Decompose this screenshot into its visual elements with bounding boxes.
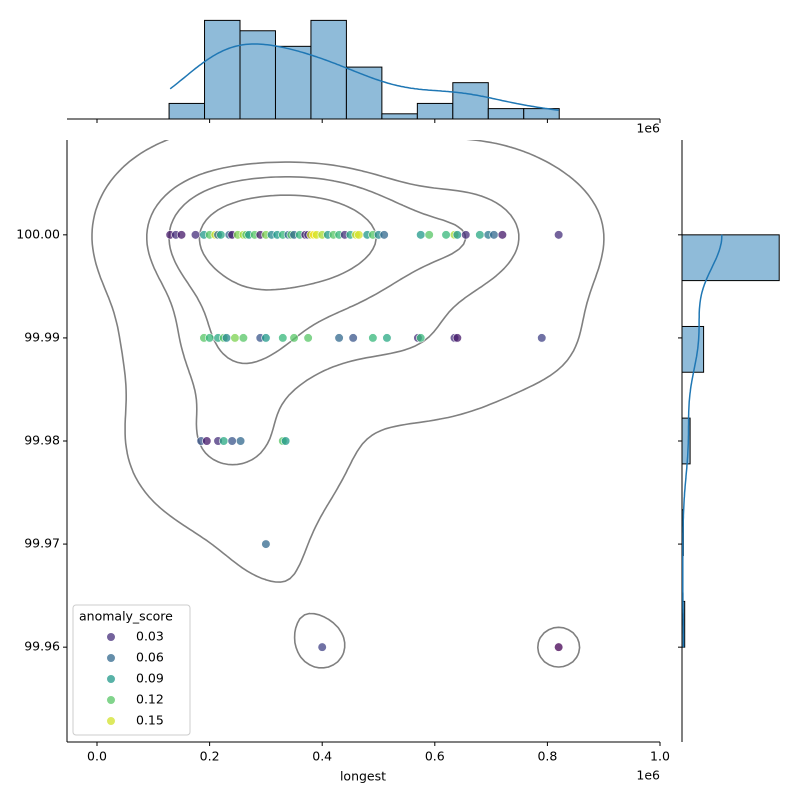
scatter-point: [216, 230, 226, 240]
scatter-point: [461, 230, 471, 240]
histogram-bar: [487, 108, 525, 120]
x-tick-label: 0.4: [312, 749, 332, 764]
scatter-point: [227, 436, 237, 446]
legend-label: 0.15: [136, 713, 164, 728]
scatter-point: [554, 642, 564, 652]
scatter-point: [452, 333, 462, 343]
scatter-point: [278, 333, 288, 343]
legend-label: 0.03: [136, 629, 164, 644]
legend-box: [72, 604, 191, 736]
x-tick-label: 0.8: [537, 749, 557, 764]
kde-contour: [91, 140, 605, 669]
histogram-bar: [274, 45, 312, 120]
scatter-point: [475, 230, 485, 240]
scatter-point: [354, 230, 364, 240]
y-tick-label: 100.00: [16, 226, 60, 241]
scatter-point: [219, 436, 229, 446]
x-offset-label: 1e6: [636, 768, 660, 783]
scatter-point: [289, 333, 299, 343]
kde-curve: [682, 234, 723, 648]
legend-label: 0.09: [136, 671, 164, 686]
legend-marker: [106, 653, 116, 663]
kde-contour: [198, 194, 377, 291]
scatter-point: [303, 333, 313, 343]
x-tick-label: 0.2: [200, 749, 220, 764]
top-offset-label: 1e6: [636, 121, 660, 136]
y-tick-label: 99.97: [24, 536, 60, 551]
scatter-point: [452, 230, 462, 240]
scatter-point: [230, 333, 240, 343]
scatter-point: [368, 333, 378, 343]
histogram-bar: [452, 82, 489, 120]
scatter-point: [334, 333, 344, 343]
legend-marker: [106, 695, 116, 705]
scatter-point: [202, 436, 212, 446]
legend-marker: [106, 632, 116, 642]
scatter-point: [317, 642, 327, 652]
scatter-point: [537, 333, 547, 343]
histogram-bar: [168, 102, 206, 120]
scatter-point: [416, 333, 426, 343]
scatter-point: [205, 333, 215, 343]
legend-title: anomaly_score: [79, 609, 173, 624]
kde-contours: [91, 140, 605, 669]
x-tick-label: 0.0: [87, 749, 107, 764]
scatter-point: [261, 333, 271, 343]
x-axis-label: longest: [340, 769, 386, 784]
scatter-point: [261, 539, 271, 549]
kde-curve: [169, 43, 559, 112]
histogram-bar: [381, 113, 418, 120]
scatter-point: [489, 230, 499, 240]
legend-marker: [106, 716, 116, 726]
scatter-point: [281, 436, 291, 446]
scatter-point: [238, 333, 248, 343]
x-tick-label: 1.0: [650, 749, 670, 764]
y-tick-label: 99.98: [24, 433, 60, 448]
histogram-bar: [310, 19, 347, 120]
x-tick-label: 0.6: [425, 749, 445, 764]
legend-label: 0.12: [136, 692, 164, 707]
scatter-point: [190, 230, 201, 240]
histogram-bar: [681, 234, 780, 282]
histogram-bar: [681, 417, 691, 465]
histogram-bar: [204, 19, 241, 120]
legend-marker: [106, 674, 116, 684]
scatter-point: [221, 333, 232, 343]
histogram-bar: [416, 102, 454, 120]
scatter-point: [235, 436, 246, 446]
scatter-point: [382, 333, 392, 343]
scatter-point: [348, 333, 358, 343]
kde-contour: [168, 176, 467, 365]
scatter-point: [441, 230, 451, 240]
scatter-point: [497, 230, 507, 240]
scatter-point: [416, 230, 426, 240]
histogram-bar: [681, 325, 705, 373]
scatter-point: [424, 230, 434, 240]
legend-label: 0.06: [136, 650, 164, 665]
scatter-point: [176, 230, 187, 240]
histogram-bar: [523, 108, 560, 120]
scatter-point: [554, 230, 564, 240]
y-tick-label: 99.96: [24, 639, 60, 654]
y-tick-label: 99.99: [24, 329, 60, 344]
kde-contour: [146, 161, 520, 466]
scatter-point: [379, 230, 389, 240]
